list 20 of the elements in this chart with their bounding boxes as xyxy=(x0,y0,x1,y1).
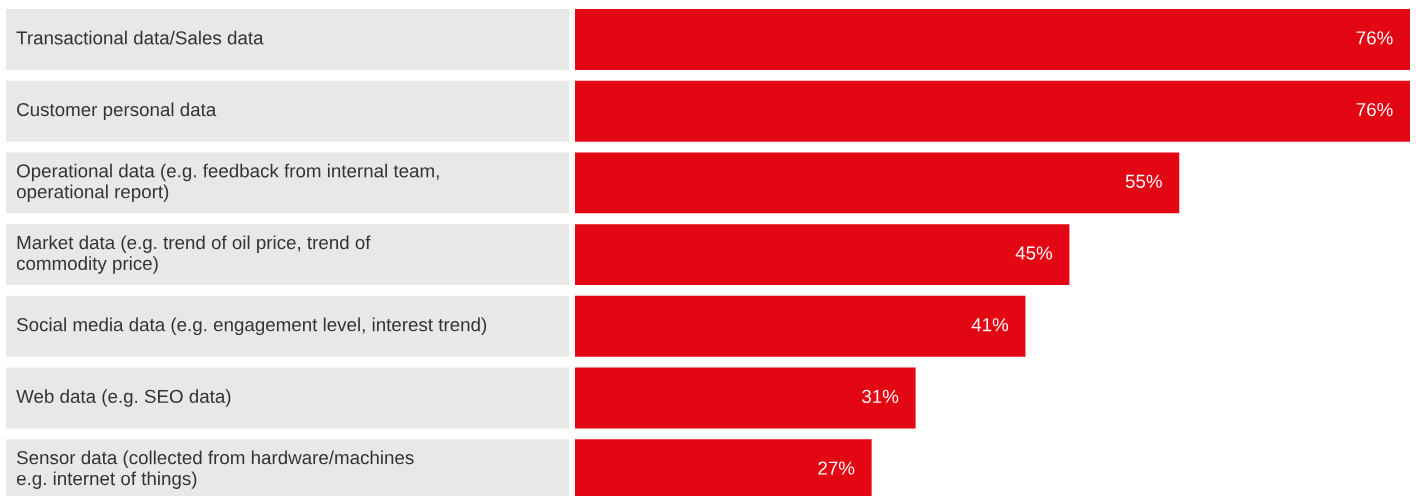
data-label: 45% xyxy=(1015,246,1053,260)
data-label: 76% xyxy=(1356,102,1393,117)
data-label: 27% xyxy=(818,461,855,475)
y-tick-label: Operational data (e.g. feedback from internal team, operational report) xyxy=(16,163,439,203)
y-tick-label: Customer personal data xyxy=(17,102,217,120)
data-label: 76% xyxy=(1356,31,1393,45)
y-tick-label: Market data (e.g. trend of oil price, trend of commodity price) xyxy=(16,235,371,274)
bar xyxy=(575,295,1026,357)
y-tick-label: Social media data (e.g. engagement level, interest trend) xyxy=(16,317,487,336)
data-label: 41% xyxy=(971,318,1009,332)
bar xyxy=(575,80,1410,142)
data-label: 31% xyxy=(862,389,899,404)
bar xyxy=(575,224,1070,286)
bar xyxy=(575,367,916,429)
y-tick-label: Sensor data (collected from hardware/machines e.g. internet of things) xyxy=(16,450,414,489)
data-label: 55% xyxy=(1125,174,1162,188)
bar xyxy=(575,9,1410,70)
y-tick-label: Transactional data/Sales data xyxy=(16,30,264,45)
y-tick-label: Web data (e.g. SEO data) xyxy=(16,389,231,407)
bar xyxy=(575,152,1180,214)
